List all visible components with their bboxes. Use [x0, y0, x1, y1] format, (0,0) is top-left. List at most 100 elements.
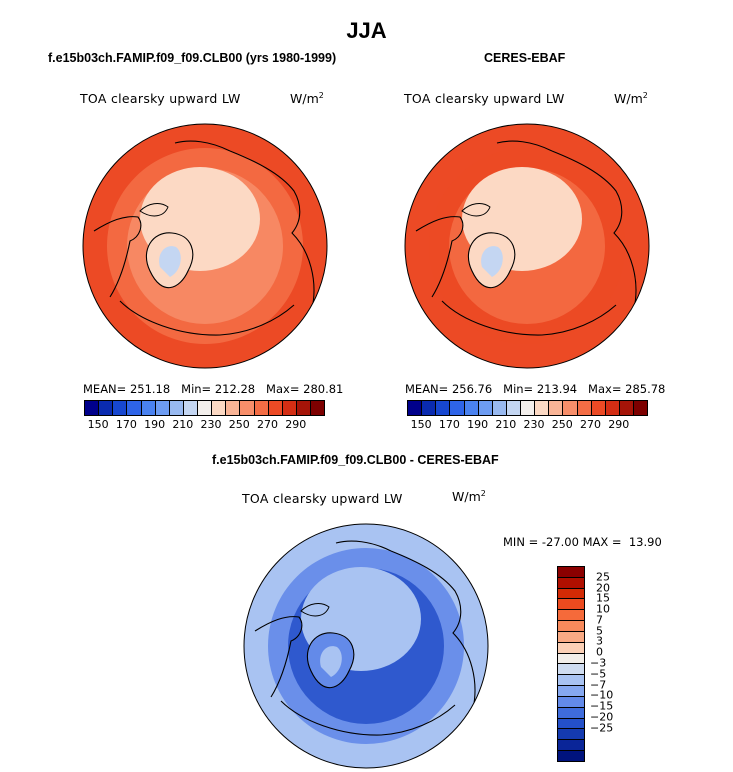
colorbar-swatch: [558, 664, 584, 676]
colorbar-swatch: [558, 621, 584, 632]
eurasia-coastline: [551, 150, 637, 310]
colorbar-tick-label: 25: [596, 570, 610, 584]
colorbar-tick-label: 0: [596, 645, 603, 659]
colorbar-swatch: [558, 729, 584, 741]
colorbar-swatch: [558, 653, 584, 665]
colorbar-tick-label: 10: [596, 602, 610, 616]
colorbar-tick-label: 170: [115, 418, 137, 431]
colorbar-swatch: [558, 642, 584, 654]
colorbar-tick-label: 190: [467, 418, 489, 431]
colorbar-tick-label: 250: [551, 418, 573, 431]
colorbar-swatch: [506, 401, 521, 415]
colorbar-swatch: [422, 401, 437, 415]
colorbar-swatch: [85, 401, 100, 415]
colorbar-tick-label: −20: [590, 710, 614, 724]
colorbar-swatch: [282, 401, 297, 415]
siberia-coastline: [496, 140, 553, 152]
colorbar-tick-label: −5: [590, 667, 607, 681]
colorbar-swatch: [311, 401, 325, 415]
colorbar-swatch: [183, 401, 198, 415]
europe-atlantic-coastline: [441, 300, 617, 336]
colorbar-swatch: [558, 588, 584, 600]
greenland-field: [481, 246, 503, 277]
colorbar-swatch: [169, 401, 184, 415]
greenland-field: [159, 246, 181, 277]
colorbar-tick-label: 210: [172, 418, 194, 431]
colorbar-tick-label: 20: [596, 581, 610, 595]
colorbar-swatch: [141, 401, 156, 415]
panel-1-colorbar-labels: 150 170 190 210 230 250 270 290: [84, 418, 324, 432]
colorbar-swatch: [558, 675, 584, 687]
panel-1-stats: MEAN= 251.18 Min= 212.28 Max= 280.81: [83, 382, 344, 396]
colorbar-tick-label: 230: [200, 418, 222, 431]
arctic-archipelago: [300, 603, 330, 617]
panel-3-subtitle: f.e15b03ch.FAMIP.f09_f09.CLB00 - CERES-E…: [212, 453, 499, 467]
colorbar-swatch: [155, 401, 170, 415]
colorbar-tick-label: 3: [596, 634, 603, 648]
colorbar-tick-label: 210: [495, 418, 517, 431]
colorbar-swatch: [558, 740, 584, 752]
colorbar-swatch: [558, 567, 584, 578]
colorbar-swatch: [591, 401, 606, 415]
colorbar-swatch: [436, 401, 451, 415]
map-border: [82, 123, 328, 369]
colorbar-swatch: [464, 401, 479, 415]
colorbar-swatch: [535, 401, 550, 415]
map-border: [404, 123, 650, 369]
colorbar-swatch: [558, 610, 584, 622]
north-america-coastline: [254, 616, 303, 698]
colorbar-swatch: [563, 401, 578, 415]
colorbar-tick-label: 170: [438, 418, 460, 431]
colorbar-tick-label: −15: [590, 699, 614, 713]
panel-1-variable-label: TOA clearsky upward LW: [80, 91, 241, 106]
colorbar-swatch: [558, 718, 584, 730]
colorbar-tick-label: 150: [87, 418, 109, 431]
panel-1-unit: W/m2: [290, 91, 324, 107]
panel-3-unit: W/m2: [452, 489, 486, 505]
map-border: [243, 523, 489, 769]
europe-atlantic-coastline: [280, 700, 456, 736]
eurasia-coastline: [229, 150, 315, 310]
colorbar-swatch: [408, 401, 423, 415]
colorbar-swatch: [558, 707, 584, 719]
colorbar-swatch: [521, 401, 536, 415]
colorbar-swatch: [212, 401, 227, 415]
panel-1-colorbar: [84, 400, 325, 416]
greenland-field: [320, 646, 342, 677]
colorbar-swatch: [198, 401, 213, 415]
siberia-coastline: [335, 540, 392, 552]
colorbar-swatch: [450, 401, 465, 415]
colorbar-tick-label: −7: [590, 678, 607, 692]
colorbar-swatch: [577, 401, 592, 415]
colorbar-tick-label: 5: [596, 624, 603, 638]
colorbar-tick-label: 290: [285, 418, 307, 431]
panel-3-colorbar: [557, 566, 585, 762]
colorbar-swatch: [240, 401, 255, 415]
north-america-coastline: [93, 216, 142, 298]
colorbar-swatch: [478, 401, 493, 415]
colorbar-swatch: [99, 401, 114, 415]
colorbar-swatch: [254, 401, 269, 415]
panel-1-subtitle: f.e15b03ch.FAMIP.f09_f09.CLB00 (yrs 1980…: [48, 51, 337, 65]
europe-atlantic-coastline: [119, 300, 295, 336]
panel-2-polar-map: [404, 123, 650, 369]
colorbar-swatch: [268, 401, 283, 415]
panel-2-colorbar: [407, 400, 648, 416]
arctic-archipelago: [461, 203, 491, 217]
colorbar-tick-label: 190: [144, 418, 166, 431]
panel-2-colorbar-labels: 150 170 190 210 230 250 270 290: [407, 418, 647, 432]
colorbar-tick-label: −10: [590, 688, 614, 702]
eurasia-coastline: [390, 550, 476, 710]
colorbar-swatch: [558, 631, 584, 643]
colorbar-swatch: [605, 401, 620, 415]
colorbar-tick-label: 290: [608, 418, 630, 431]
colorbar-swatch: [634, 401, 648, 415]
panel-2-unit: W/m2: [614, 91, 648, 107]
colorbar-tick-label: −25: [590, 721, 614, 735]
colorbar-swatch: [558, 599, 584, 611]
panel-3-variable-label: TOA clearsky upward LW: [242, 491, 403, 506]
colorbar-tick-label: −3: [590, 656, 607, 670]
panel-2-stats: MEAN= 256.76 Min= 213.94 Max= 285.78: [405, 382, 666, 396]
colorbar-swatch: [558, 696, 584, 708]
arctic-archipelago: [139, 203, 169, 217]
